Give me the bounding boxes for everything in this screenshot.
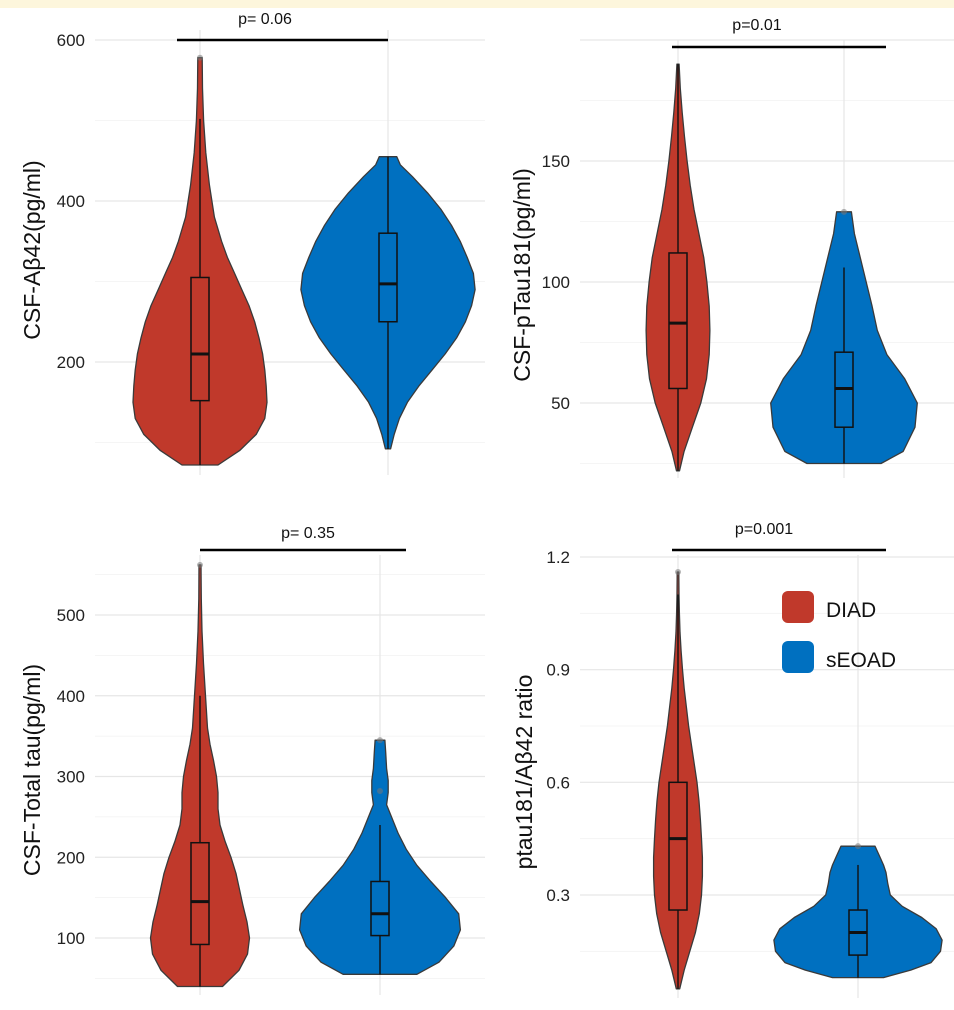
outlier-point xyxy=(377,737,383,744)
outlier-point xyxy=(197,561,203,568)
outlier-point xyxy=(197,54,203,61)
iqr-box-diad xyxy=(668,252,688,390)
iqr-box-diad xyxy=(190,276,210,402)
y-tick-label: 0.6 xyxy=(546,773,570,792)
iqr-box-diad xyxy=(190,841,210,946)
panel-ratio: 0.3 0.6 0.9 1.2 ptau181/Aβ42 ratio p=0.001 xyxy=(511,521,954,998)
y-axis-label: CSF-Total tau(pg/ml) xyxy=(19,664,45,876)
outlier-point xyxy=(377,788,383,795)
iqr-box-diad xyxy=(668,781,688,911)
y-tick-label: 400 xyxy=(57,192,85,211)
y-tick-label: 0.9 xyxy=(546,661,570,680)
y-tick-label: 600 xyxy=(57,31,85,50)
y-tick-label: 400 xyxy=(57,687,85,706)
y-tick-label: 200 xyxy=(57,848,85,867)
y-tick-label: 500 xyxy=(57,606,85,625)
legend: DIAD sEOAD xyxy=(782,591,896,673)
panel-abeta42: 200 400 600 CSF-Aβ42(pg/ml) p= 0.06 xyxy=(19,11,485,475)
legend-swatch-seoad xyxy=(782,641,814,673)
y-tick-label: 1.2 xyxy=(546,548,570,567)
outlier-point xyxy=(841,208,847,215)
legend-label-diad: DIAD xyxy=(826,599,876,622)
panel-ptau181: 50 100 150 CSF-pTau181(pg/ml) p=0.01 xyxy=(509,17,954,478)
panel-total-tau: 100 200 300 400 500 CSF-Total tau(pg/ml) p= 0.… xyxy=(19,525,485,995)
p-value-label: p=0.001 xyxy=(735,521,793,538)
legend-swatch-diad xyxy=(782,591,814,623)
iqr-box-seoad xyxy=(378,232,398,323)
y-axis-label: ptau181/Aβ42 ratio xyxy=(511,675,537,870)
y-tick-label: 150 xyxy=(542,152,570,171)
p-value-label: p= 0.35 xyxy=(281,525,335,542)
y-axis-label: CSF-Aβ42(pg/ml) xyxy=(19,160,45,339)
y-tick-label: 0.3 xyxy=(546,886,570,905)
top-band xyxy=(0,0,954,8)
outlier-point xyxy=(675,569,681,576)
y-tick-label: 300 xyxy=(57,768,85,787)
y-axis-label: CSF-pTau181(pg/ml) xyxy=(509,168,535,381)
p-value-label: p=0.01 xyxy=(732,17,781,34)
outlier-point xyxy=(855,843,861,850)
y-tick-label: 100 xyxy=(57,929,85,948)
iqr-box-seoad xyxy=(370,880,390,937)
p-value-label: p= 0.06 xyxy=(238,11,292,28)
legend-label-seoad: sEOAD xyxy=(826,649,896,672)
y-tick-label: 50 xyxy=(551,394,570,413)
y-tick-label: 200 xyxy=(57,353,85,372)
y-tick-label: 100 xyxy=(542,273,570,292)
